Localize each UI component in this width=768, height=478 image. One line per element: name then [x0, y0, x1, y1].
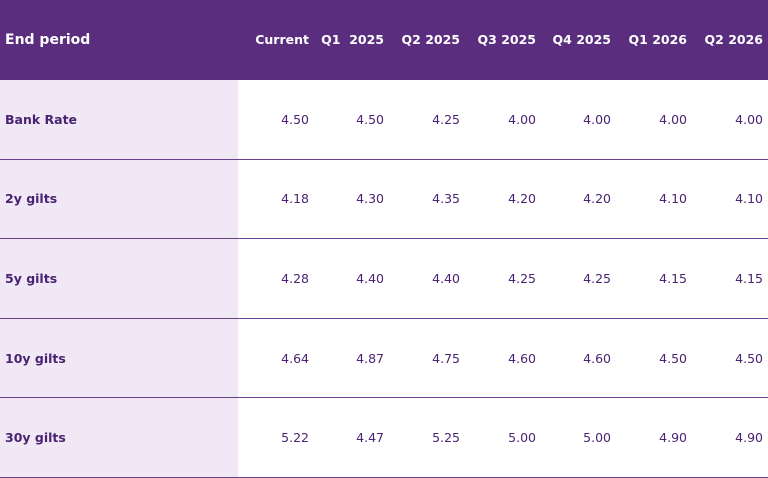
header-cell: End period	[5, 32, 91, 48]
value-cell: 4.25	[583, 271, 611, 286]
row-divider	[0, 318, 768, 319]
label-column-band	[0, 80, 238, 478]
value-cell: 4.60	[508, 350, 536, 366]
value-cell: 4.40	[356, 271, 384, 286]
value-cell: 4.00	[508, 111, 536, 127]
value-cell: 5.25	[432, 430, 460, 446]
value-cell: 4.64	[281, 350, 309, 366]
value-cell: 4.10	[659, 191, 687, 207]
row-label: 30y gilts	[5, 430, 66, 446]
value-cell: 4.35	[432, 191, 460, 207]
row-label: 2y gilts	[5, 191, 58, 207]
row-divider	[0, 397, 768, 398]
value-cell: 4.50	[659, 350, 687, 366]
value-cell: 4.90	[735, 430, 763, 446]
value-cell: 4.20	[508, 191, 536, 207]
value-cell: 4.00	[735, 111, 763, 127]
value-cell: 4.47	[356, 430, 384, 446]
header-cell: Q2 2026	[704, 32, 763, 47]
header-cell: Q4 2025	[552, 32, 611, 47]
value-cell: 4.00	[659, 111, 687, 127]
row-divider	[0, 238, 768, 239]
header-cell: Current	[255, 32, 309, 47]
row-divider	[0, 159, 768, 160]
value-cell: 4.50	[735, 350, 763, 366]
value-cell: 4.15	[659, 271, 687, 286]
value-cell: 4.28	[281, 271, 309, 286]
value-cell: 4.40	[432, 271, 460, 286]
value-cell: 4.15	[735, 271, 763, 286]
value-cell: 4.60	[583, 350, 611, 366]
value-cell: 5.00	[583, 430, 611, 446]
value-cell: 4.50	[281, 111, 309, 127]
header-cell: Q1 2025	[321, 32, 384, 47]
value-cell: 4.87	[356, 350, 384, 366]
header-cell: Q2 2025	[401, 32, 460, 47]
header-cell: Q1 2026	[628, 32, 687, 47]
value-cell: 5.00	[508, 430, 536, 446]
row-label: 5y gilts	[5, 271, 58, 286]
header-band	[0, 0, 768, 80]
row-label: Bank Rate	[5, 111, 78, 127]
row-label: 10y gilts	[5, 350, 66, 366]
header-cell: Q3 2025	[477, 32, 536, 47]
value-cell: 4.75	[432, 350, 460, 366]
value-cell: 4.25	[508, 271, 536, 286]
value-cell: 4.50	[356, 111, 384, 127]
value-cell: 4.18	[281, 191, 309, 207]
value-cell: 4.90	[659, 430, 687, 446]
value-cell: 4.25	[432, 111, 460, 127]
value-cell: 4.20	[583, 191, 611, 207]
value-cell: 5.22	[281, 430, 309, 446]
value-cell: 4.30	[356, 191, 384, 207]
value-cell: 4.00	[583, 111, 611, 127]
value-cell: 4.10	[735, 191, 763, 207]
